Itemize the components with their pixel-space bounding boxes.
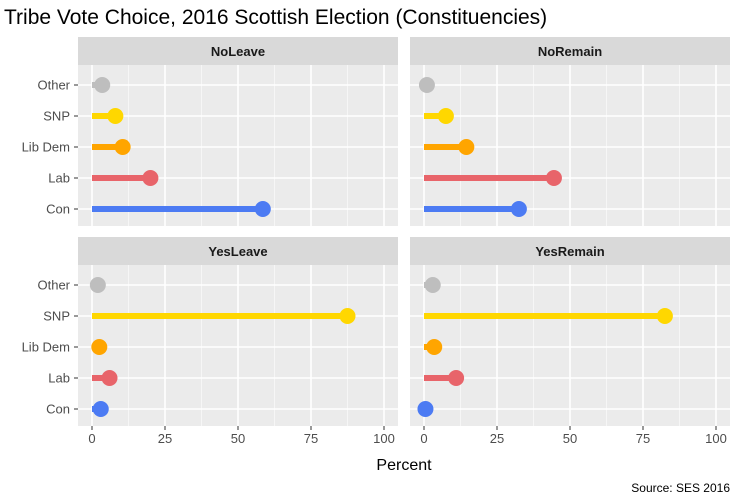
chart-title: Tribe Vote Choice, 2016 Scottish Electio… bbox=[4, 6, 547, 29]
point-yesleave-snp bbox=[339, 308, 356, 324]
y-tick-label-lab: Lab bbox=[48, 171, 70, 186]
panels: NoLeave Other SNP Lib Dem Lab Con NoRemain YesL… bbox=[22, 37, 730, 446]
strip-background bbox=[410, 37, 730, 65]
point-noremain-lib-dem bbox=[458, 139, 475, 155]
x-tick-label: 75 bbox=[304, 431, 318, 446]
point-noremain-lab bbox=[545, 170, 562, 186]
source-caption: Source: SES 2016 bbox=[631, 481, 730, 495]
point-yesremain-lab bbox=[448, 370, 465, 386]
point-noleave-other bbox=[94, 77, 111, 93]
point-yesleave-lab bbox=[101, 370, 118, 386]
y-tick-label-lib-dem: Lib Dem bbox=[22, 340, 70, 355]
x-tick-label: 100 bbox=[705, 431, 727, 446]
x-tick-label: 50 bbox=[231, 431, 245, 446]
x-tick-label: 50 bbox=[563, 431, 577, 446]
point-noremain-con bbox=[510, 201, 527, 217]
point-yesleave-con bbox=[92, 401, 109, 417]
panel-yesremain: YesRemain 0 25 50 75 100 bbox=[410, 237, 730, 446]
panel-yesleave: YesLeave Other SNP Lib Dem Lab Con 0 25 50 75 100 bbox=[22, 237, 398, 446]
strip-label-noremain: NoRemain bbox=[538, 44, 602, 59]
point-yesremain-con bbox=[417, 401, 434, 417]
strip-label-yesremain: YesRemain bbox=[535, 244, 604, 259]
point-yesremain-other bbox=[424, 277, 441, 293]
point-yesremain-snp bbox=[656, 308, 673, 324]
y-tick-label-snp: SNP bbox=[43, 309, 70, 324]
x-tick-label: 25 bbox=[490, 431, 504, 446]
x-axis-title: Percent bbox=[376, 457, 432, 474]
x-tick-label: 0 bbox=[420, 431, 427, 446]
y-tick-label-other: Other bbox=[37, 78, 70, 93]
strip-label-yesleave: YesLeave bbox=[208, 244, 267, 259]
y-tick-label-other: Other bbox=[37, 278, 70, 293]
y-tick-label-lab: Lab bbox=[48, 371, 70, 386]
point-noremain-other bbox=[418, 77, 435, 93]
x-tick-label: 75 bbox=[636, 431, 650, 446]
point-yesleave-lib-dem bbox=[91, 339, 108, 355]
strip-background bbox=[78, 237, 398, 265]
panel-noremain: NoRemain bbox=[410, 37, 730, 226]
y-tick-label-snp: SNP bbox=[43, 109, 70, 124]
point-noremain-snp bbox=[437, 108, 454, 124]
point-yesremain-lib-dem bbox=[426, 339, 443, 355]
point-yesleave-other bbox=[89, 277, 106, 293]
x-tick-label: 25 bbox=[158, 431, 172, 446]
strip-label-noleave: NoLeave bbox=[211, 44, 265, 59]
point-noleave-con bbox=[254, 201, 271, 217]
x-tick-label: 100 bbox=[373, 431, 395, 446]
panel-noleave: NoLeave Other SNP Lib Dem Lab Con bbox=[22, 37, 398, 226]
point-noleave-lib-dem bbox=[114, 139, 131, 155]
strip-background bbox=[78, 37, 398, 65]
point-noleave-lab bbox=[142, 170, 159, 186]
strip-background bbox=[410, 237, 730, 265]
y-tick-label-lib-dem: Lib Dem bbox=[22, 140, 70, 155]
y-tick-label-con: Con bbox=[46, 402, 70, 417]
point-noleave-snp bbox=[107, 108, 124, 124]
y-tick-label-con: Con bbox=[46, 202, 70, 217]
x-tick-label: 0 bbox=[88, 431, 95, 446]
